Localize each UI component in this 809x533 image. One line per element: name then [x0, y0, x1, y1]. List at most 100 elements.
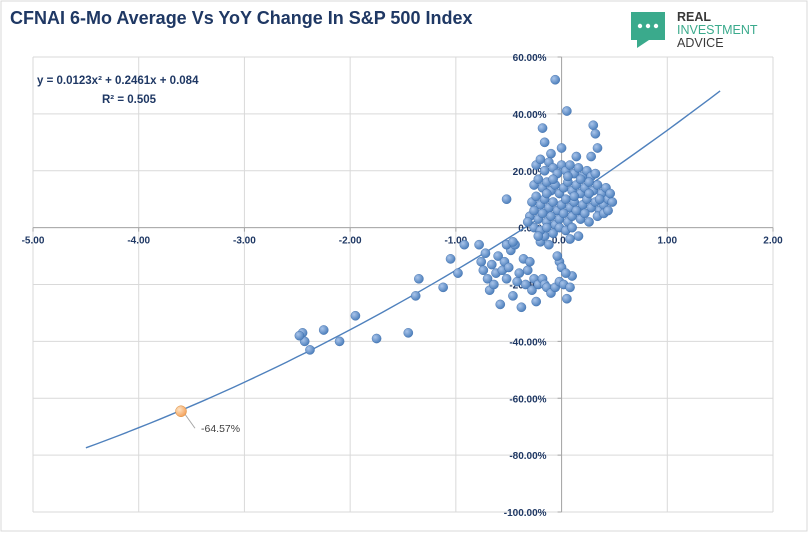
data-point: [546, 148, 556, 159]
x-tick-label: -3.00: [233, 236, 256, 247]
data-point: [480, 248, 491, 259]
chat-dots-icon: [631, 12, 665, 48]
data-point: [571, 151, 582, 162]
data-point: [482, 274, 493, 284]
data-points: [294, 74, 618, 355]
x-tick-label: -1.00: [444, 236, 467, 247]
data-point: [565, 282, 575, 293]
x-tick-label: -4.00: [127, 236, 150, 247]
data-point: [305, 345, 315, 355]
data-point: [594, 194, 605, 204]
data-point: [403, 328, 414, 338]
data-point: [590, 128, 601, 139]
data-point: [294, 330, 305, 341]
data-point: [453, 268, 463, 278]
data-point: [438, 282, 448, 293]
data-point: [537, 208, 548, 219]
data-point: [537, 123, 548, 133]
data-point: [541, 222, 552, 233]
data-point: [584, 217, 594, 227]
data-point: [533, 231, 544, 241]
data-point: [478, 265, 489, 276]
data-point: [520, 279, 531, 290]
r-squared-label: R² = 0.505: [102, 94, 157, 106]
data-point: [552, 251, 563, 261]
data-point: [567, 222, 577, 233]
data-point: [535, 154, 546, 165]
data-point: [548, 228, 558, 239]
data-point: [603, 205, 613, 216]
x-tick-label: -2.00: [339, 236, 362, 247]
y-tick-label: 20.00%: [513, 167, 547, 178]
data-point: [516, 302, 527, 313]
data-point: [508, 237, 518, 247]
data-point: [512, 276, 522, 287]
data-point: [548, 197, 558, 207]
data-point: [584, 177, 594, 187]
data-point: [565, 160, 575, 170]
x-tick-label: -5.00: [22, 236, 45, 247]
data-point: [550, 74, 561, 85]
data-point: [514, 268, 525, 278]
y-tick-label: -100.00%: [504, 508, 547, 519]
data-point: [562, 293, 572, 304]
data-point: [371, 333, 382, 344]
data-point: [501, 274, 512, 284]
data-point: [508, 291, 518, 301]
data-point: [531, 191, 542, 202]
trendline-equation: y = 0.0123x² + 0.2461x + 0.084: [37, 75, 199, 87]
x-tick-label: 1.00: [658, 236, 678, 247]
data-point: [445, 254, 456, 264]
data-point: [334, 336, 345, 347]
data-point: [486, 259, 497, 270]
data-point: [558, 208, 569, 219]
data-point: [605, 188, 616, 199]
data-point: [584, 188, 594, 199]
logo-word-investment: INVESTMENT: [677, 23, 758, 37]
data-point: [541, 188, 552, 199]
data-point: [580, 208, 590, 219]
tick-labels: -5.00 -4.00 -3.00 -2.00 -1.00 0.00 1.00 2.00 60.…: [22, 53, 784, 519]
data-point: [489, 279, 499, 290]
data-point: [561, 268, 571, 278]
data-point: [503, 262, 514, 273]
data-point: [548, 174, 558, 185]
data-point: [575, 174, 586, 185]
data-point: [586, 151, 596, 162]
data-point: [569, 191, 580, 202]
data-point: [573, 163, 584, 173]
data-point: [539, 165, 550, 176]
highlight-label: -64.57%: [201, 423, 240, 435]
data-point: [544, 239, 554, 250]
data-point: [493, 251, 503, 261]
data-point: [556, 143, 567, 153]
data-point: [590, 168, 601, 179]
y-tick-label: -80.00%: [509, 451, 546, 462]
data-point: [592, 143, 603, 153]
logo-word-advice: ADVICE: [677, 36, 724, 50]
data-point: [592, 180, 603, 190]
data-point: [522, 217, 533, 227]
y-tick-label: 40.00%: [513, 110, 547, 121]
y-tick-label: -60.00%: [509, 394, 546, 405]
data-point: [459, 239, 470, 250]
data-point: [476, 256, 487, 267]
grid-lines: [32, 56, 774, 513]
data-point: [533, 174, 544, 185]
data-point: [539, 137, 550, 148]
logo-word-real: REAL: [677, 10, 712, 24]
data-point: [571, 205, 582, 216]
data-point: [546, 211, 556, 222]
data-point: [588, 120, 599, 131]
data-point: [474, 239, 484, 250]
data-point: [607, 197, 618, 207]
data-point: [563, 171, 573, 182]
x-tick-label: 2.00: [763, 236, 783, 247]
data-point: [410, 291, 421, 301]
data-point: [561, 194, 571, 204]
data-point: [522, 265, 533, 276]
highlight-leader-line: [184, 413, 196, 429]
